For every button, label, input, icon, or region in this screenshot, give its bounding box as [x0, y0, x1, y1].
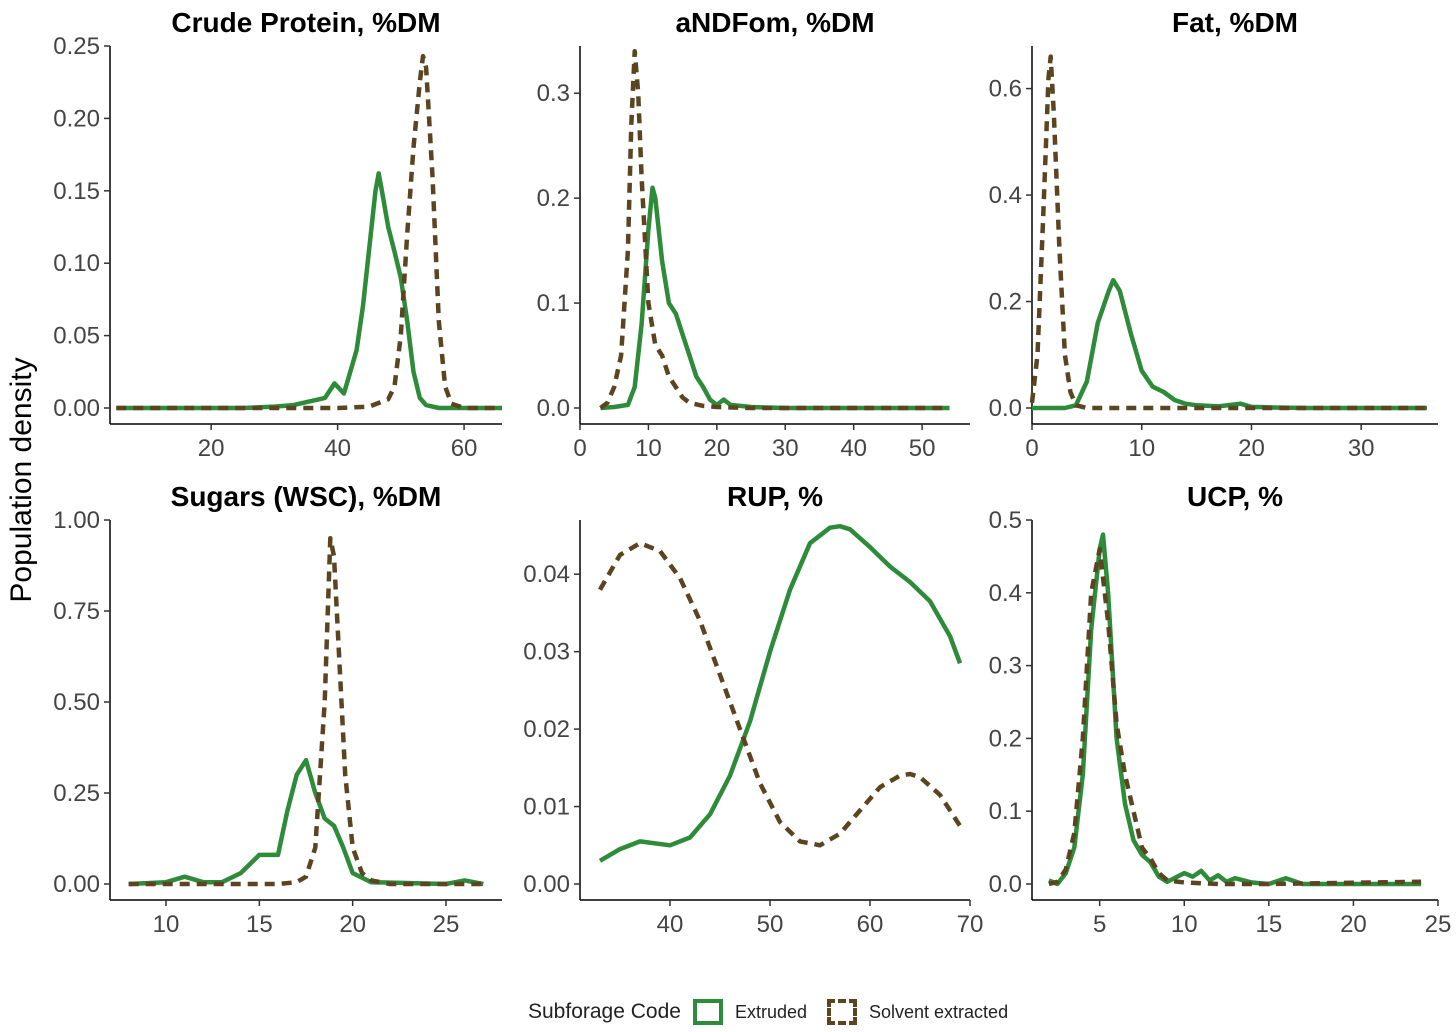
- x-tick-label: 10: [153, 911, 180, 938]
- x-tick-label: 0: [573, 435, 586, 462]
- y-tick-label: 0.75: [53, 598, 100, 625]
- y-tick-label: 0.0: [989, 395, 1022, 422]
- y-tick-label: 0.0: [537, 395, 570, 422]
- x-tick-label: 60: [857, 911, 884, 938]
- y-tick-label: 0.2: [537, 185, 570, 212]
- y-tick-label: 0.04: [523, 561, 570, 588]
- y-tick-label: 0.00: [53, 395, 100, 422]
- y-tick-label: 0.15: [53, 178, 100, 205]
- x-tick-label: 25: [1425, 911, 1452, 938]
- panel-title: UCP, %: [1187, 481, 1283, 512]
- series-line-extruded: [128, 757, 484, 887]
- y-tick-label: 0.02: [523, 716, 570, 743]
- series-line-solvent-extracted: [128, 535, 484, 887]
- y-tick-label: 0.25: [53, 780, 100, 807]
- x-tick-label: 20: [1238, 435, 1265, 462]
- legend-label-solvent-extracted: Solvent extracted: [869, 1001, 1009, 1022]
- series-line-extruded: [1048, 532, 1422, 887]
- x-tick-label: 40: [840, 435, 867, 462]
- y-axis-label: Population density: [2, 330, 42, 630]
- y-tick-label: 0.4: [989, 182, 1022, 209]
- x-tick-label: 15: [246, 911, 273, 938]
- y-tick-label: 0.00: [523, 871, 570, 898]
- x-tick-label: 50: [909, 435, 936, 462]
- legend-title: Subforage Code: [528, 1000, 681, 1023]
- legend: Subforage Code Extruded Solvent extracte…: [528, 992, 1028, 1032]
- y-axis-label-text: Population density: [5, 357, 38, 603]
- facet-panel: aNDFom, %DM 0.0 0.1 0.2 0.3 0 10 20 30 40 50: [537, 7, 970, 462]
- x-tick-label: 60: [451, 435, 478, 462]
- x-tick-label: 25: [433, 911, 460, 938]
- y-tick-label: 0.6: [989, 76, 1022, 103]
- facet-panel: Sugars (WSC), %DM 0.00 0.25 0.50 0.75 1.00 10 1…: [53, 481, 502, 938]
- x-tick-label: 0: [1025, 435, 1038, 462]
- x-tick-label: 20: [1340, 911, 1367, 938]
- panel-title: Fat, %DM: [1172, 7, 1298, 38]
- facet-panel: UCP, % 0.0 0.1 0.2 0.3 0.4 0.5 5 10 15 20 25: [989, 481, 1452, 938]
- x-tick-label: 50: [757, 911, 784, 938]
- x-tick-label: 30: [772, 435, 799, 462]
- legend-key-solvent-extracted: [827, 999, 857, 1025]
- y-tick-label: 0.1: [537, 290, 570, 317]
- series-line-extruded: [116, 171, 502, 411]
- x-tick-label: 20: [339, 911, 366, 938]
- legend-label-extruded: Extruded: [734, 1001, 807, 1022]
- y-tick-label: 0.10: [53, 250, 100, 277]
- y-tick-label: 0.05: [53, 323, 100, 350]
- facet-panel: RUP, % 0.00 0.01 0.02 0.03 0.04 40 50 60 70: [523, 481, 983, 938]
- series-line-extruded: [1032, 277, 1427, 411]
- x-tick-label: 40: [657, 911, 684, 938]
- panel-title: Sugars (WSC), %DM: [171, 481, 442, 512]
- y-tick-label: 0.2: [989, 289, 1022, 316]
- series-line-solvent-extracted: [1048, 546, 1422, 887]
- series-line-extruded: [600, 185, 950, 411]
- series-line-solvent-extracted: [599, 48, 950, 411]
- series-line-solvent-extracted: [1029, 54, 1427, 411]
- panel-title: RUP, %: [727, 481, 823, 512]
- x-tick-label: 15: [1255, 911, 1282, 938]
- y-tick-label: 0.3: [989, 653, 1022, 680]
- facet-panel: Fat, %DM 0.0 0.2 0.4 0.6 0 10 20 30: [989, 7, 1438, 462]
- x-tick-label: 70: [957, 911, 984, 938]
- x-tick-label: 30: [1348, 435, 1375, 462]
- y-tick-label: 0.5: [989, 507, 1022, 534]
- panel-title: aNDFom, %DM: [675, 7, 874, 38]
- y-tick-label: 0.2: [989, 725, 1022, 752]
- y-tick-label: 0.50: [53, 689, 100, 716]
- x-tick-label: 20: [198, 435, 225, 462]
- y-tick-label: 0.3: [537, 80, 570, 107]
- x-tick-label: 20: [703, 435, 730, 462]
- facet-panel: Crude Protein, %DM 0.00 0.05 0.10 0.15 0.20 0.…: [53, 7, 502, 462]
- x-tick-label: 5: [1093, 911, 1106, 938]
- panel-title: Crude Protein, %DM: [171, 7, 440, 38]
- series-line-solvent-extracted: [598, 540, 962, 848]
- x-tick-label: 10: [1128, 435, 1155, 462]
- series-line-extruded: [598, 523, 963, 863]
- x-tick-label: 10: [635, 435, 662, 462]
- y-tick-label: 0.1: [989, 798, 1022, 825]
- y-tick-label: 0.03: [523, 639, 570, 666]
- series-line-solvent-extracted: [116, 53, 502, 411]
- y-tick-label: 0.00: [53, 871, 100, 898]
- x-tick-label: 10: [1171, 911, 1198, 938]
- y-tick-label: 0.01: [523, 794, 570, 821]
- y-tick-label: 1.00: [53, 507, 100, 534]
- y-tick-label: 0.0: [989, 871, 1022, 898]
- x-tick-label: 40: [324, 435, 351, 462]
- legend-key-extruded: [692, 999, 723, 1025]
- y-tick-label: 0.25: [53, 33, 100, 60]
- y-tick-label: 0.4: [989, 580, 1022, 607]
- y-tick-label: 0.20: [53, 105, 100, 132]
